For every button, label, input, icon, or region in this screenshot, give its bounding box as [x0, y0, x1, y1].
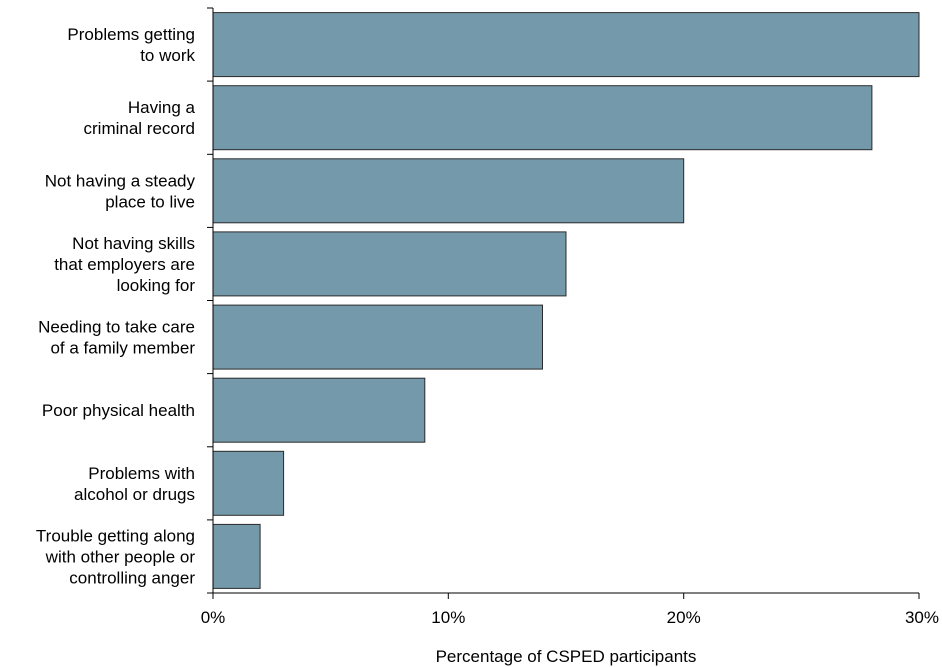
- x-axis: 0% 10% 20% 30%: [201, 592, 939, 627]
- bar: [212, 85, 873, 151]
- bar: [212, 523, 261, 589]
- category-label-line: controlling anger: [69, 568, 195, 587]
- category-label-line: criminal record: [84, 119, 195, 138]
- category-label: Not having a steady place to live: [45, 171, 196, 211]
- category-label: Needing to take care of a family member: [38, 318, 195, 358]
- category-label-line: Needing to take care: [38, 318, 195, 337]
- category-label: Poor physical health: [42, 401, 195, 420]
- category-labels: Problems getting to work Having a criminal …: [36, 25, 196, 587]
- category-label-line: looking for: [117, 276, 196, 295]
- category-label: Trouble getting along with other people o…: [36, 526, 195, 587]
- x-tick-label: 0%: [201, 608, 226, 627]
- category-label: Problems with alcohol or drugs: [74, 464, 195, 504]
- category-label-line: Poor physical health: [42, 401, 195, 420]
- bar: [212, 450, 285, 516]
- category-label-line: Not having a steady: [45, 171, 196, 190]
- category-label: Not having skills that employers are looki…: [54, 234, 195, 295]
- x-tick-label: 10%: [431, 608, 465, 627]
- category-label-line: Having a: [128, 98, 196, 117]
- bar: [212, 12, 920, 78]
- x-tick-label: 30%: [905, 608, 939, 627]
- x-tick-label: 20%: [667, 608, 701, 627]
- bar: [212, 304, 543, 370]
- category-label-line: with other people or: [45, 547, 196, 566]
- category-label-line: of a family member: [50, 339, 195, 358]
- category-label-line: Problems getting: [67, 25, 195, 44]
- category-label-line: place to live: [105, 192, 195, 211]
- category-label-line: that employers are: [54, 255, 195, 274]
- bar: [212, 231, 567, 297]
- category-label: Problems getting to work: [67, 25, 195, 65]
- category-label-line: Problems with: [88, 464, 195, 483]
- category-label: Having a criminal record: [84, 98, 196, 138]
- category-label-line: Not having skills: [72, 234, 195, 253]
- bars-group: [212, 12, 920, 589]
- category-label-line: to work: [140, 46, 195, 65]
- y-axis: [207, 7, 214, 594]
- category-label-line: Trouble getting along: [36, 526, 195, 545]
- bar: [212, 377, 426, 443]
- bar: [212, 158, 685, 224]
- x-axis-title: Percentage of CSPED participants: [436, 647, 697, 666]
- category-label-line: alcohol or drugs: [74, 485, 195, 504]
